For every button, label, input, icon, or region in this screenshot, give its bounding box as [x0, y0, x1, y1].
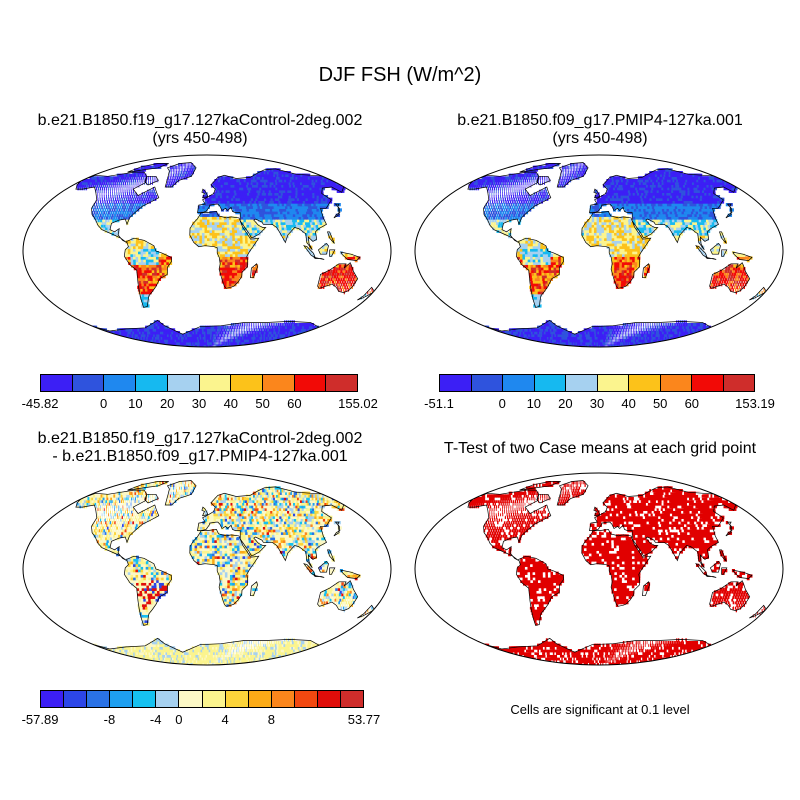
panel-4-title: T-Test of two Case means at each grid po… — [400, 440, 800, 458]
panel-1-colorbar-label: 40 — [223, 396, 239, 411]
panel-3-colorbar-swatch — [341, 691, 364, 707]
panel-2-colorbar-label: 10 — [526, 396, 542, 411]
panel-3-title-line2: - b.e21.B1850.f09_g17.PMIP4-127ka.001 — [52, 448, 348, 465]
panel-1-map — [22, 154, 392, 348]
panel-1-colorbar-swatch — [167, 375, 200, 391]
panel-4-map — [414, 472, 784, 666]
panel-3-colorbar-label: 4 — [221, 712, 229, 727]
panel-3-colorbar-swatch — [225, 691, 249, 707]
panel-3-colorbar-label: 53.77 — [347, 712, 381, 727]
panel-1-colorbar-label: 10 — [128, 396, 143, 411]
panel-2-map-field — [462, 163, 765, 347]
panel-1-colorbar-swatch — [136, 375, 168, 391]
panel-2-colorbar — [439, 374, 755, 392]
panel-3-title: b.e21.B1850.f19_g17.127kaControl-2deg.00… — [0, 430, 400, 466]
panel-3-colorbar-swatch — [156, 691, 180, 707]
panel-2-title-line1: b.e21.B1850.f09_g17.PMIP4-127ka.001 — [457, 112, 743, 129]
panel-3-colorbar-label: -57.89 — [21, 712, 59, 727]
panel-3-colorbar — [40, 690, 364, 708]
panel-1-colorbar-label: 60 — [287, 396, 302, 411]
panel-1-colorbar-swatch — [262, 375, 295, 391]
panel-3-colorbar-label: -4 — [149, 712, 162, 727]
panel-2-colorbar-label: 30 — [589, 396, 605, 411]
panel-2-colorbar-label: 0 — [498, 396, 506, 411]
panel-3-colorbar-swatch — [271, 691, 295, 707]
panel-2-colorbar-swatch — [629, 375, 661, 391]
panel-2-title-line2: (yrs 450-498) — [552, 130, 648, 147]
panel-2-colorbar-swatch — [503, 375, 535, 391]
panel-1-colorbar-swatch — [294, 375, 327, 391]
panel-3-colorbar-swatch — [41, 691, 65, 707]
panel-2-colorbar-swatch — [597, 375, 629, 391]
panel-2-colorbar-label: 50 — [652, 396, 668, 411]
panel-2-colorbar-swatch — [723, 375, 754, 391]
panel-1-colorbar-swatch — [326, 375, 358, 391]
panel-1-colorbar-label: 50 — [255, 396, 270, 411]
panel-1-colorbar-swatch — [104, 375, 137, 391]
panel-1-map-field — [70, 163, 373, 347]
panel-1-title-line1: b.e21.B1850.f19_g17.127kaControl-2deg.00… — [37, 112, 363, 129]
panel-2-map-border — [414, 154, 784, 348]
panel-1-title-line2: (yrs 450-498) — [152, 130, 248, 147]
panel-3-map-coastlines — [70, 480, 375, 665]
panel-1-colorbar-label: -45.82 — [21, 396, 59, 411]
panel-2-map — [414, 154, 784, 348]
panel-2-colorbar-label: 40 — [621, 396, 636, 411]
panel-3-colorbar-swatch — [64, 691, 88, 707]
panel-3-colorbar-swatch — [179, 691, 203, 707]
panel-3-map — [22, 472, 392, 666]
panel-1-colorbar-label: 0 — [99, 396, 108, 411]
panel-4-map-field — [462, 481, 765, 665]
figure-title: DJF FSH (W/m^2) — [318, 64, 482, 86]
panel-2-colorbar-label: 20 — [558, 396, 573, 411]
panel-3-colorbar-swatch — [87, 691, 111, 707]
panel-3-colorbar-swatch — [294, 691, 318, 707]
panel-3-colorbar-label: 8 — [267, 712, 276, 727]
panel-2-colorbar-label: 153.19 — [735, 396, 775, 411]
panel-2-title: b.e21.B1850.f09_g17.PMIP4-127ka.001 (yrs… — [400, 112, 800, 148]
panel-1-colorbar — [40, 374, 358, 392]
panel-1-colorbar-swatch — [231, 375, 263, 391]
panel-2-colorbar-swatch — [440, 375, 472, 391]
panel-1-colorbar-swatch — [72, 375, 105, 391]
panel-2-colorbar-swatch — [566, 375, 598, 391]
panel-3-colorbar-swatch — [133, 691, 157, 707]
panel-3-colorbar-swatch — [202, 691, 226, 707]
panel-3-colorbar-swatch — [248, 691, 272, 707]
panel-3-colorbar-label: 0 — [175, 712, 183, 727]
panel-1-map-border — [22, 154, 392, 348]
panel-2-colorbar-swatch — [692, 375, 724, 391]
panel-1-colorbar-swatch — [199, 375, 232, 391]
panel-2-colorbar-swatch — [534, 375, 566, 391]
panel-1-colorbar-label: 20 — [159, 396, 175, 411]
panel-2-colorbar-swatch — [660, 375, 692, 391]
panel-2-colorbar-label: 60 — [684, 396, 700, 411]
panel-1-colorbar-label: 30 — [191, 396, 207, 411]
panel-1-title: b.e21.B1850.f19_g17.127kaControl-2deg.00… — [0, 112, 400, 148]
panel-2-colorbar-swatch — [471, 375, 503, 391]
panel-3-title-line1: b.e21.B1850.f19_g17.127kaControl-2deg.00… — [37, 430, 363, 447]
panel-1-colorbar-swatch — [41, 375, 73, 391]
panel-1-colorbar-label: 155.02 — [338, 396, 378, 411]
panel-4-map-border — [414, 472, 784, 666]
panel-3-map-border — [22, 472, 392, 666]
panel-4-title-line1: T-Test of two Case means at each grid po… — [443, 440, 757, 457]
panel-2-colorbar-label: -51.1 — [424, 396, 454, 411]
panel-3-colorbar-label: -8 — [103, 712, 116, 727]
panel-3-map-field — [70, 481, 373, 665]
significance-note: Cells are significant at 0.1 level — [510, 702, 690, 717]
panel-3-colorbar-swatch — [317, 691, 342, 707]
panel-3-colorbar-swatch — [110, 691, 134, 707]
